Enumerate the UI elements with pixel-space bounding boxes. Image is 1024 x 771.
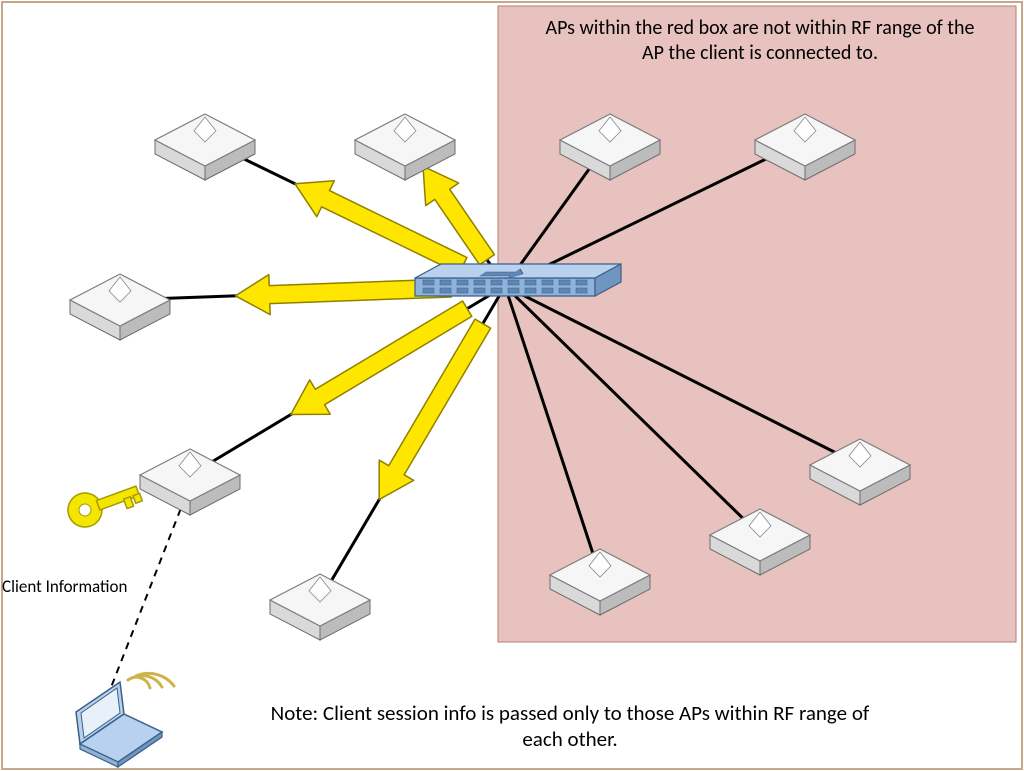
footer-note: Note: Client session info is passed only… bbox=[250, 700, 890, 753]
access-point-icon bbox=[355, 114, 455, 180]
client-info-label: Client Information bbox=[2, 576, 172, 597]
network-switch-icon bbox=[415, 264, 621, 296]
key-icon bbox=[63, 475, 144, 532]
access-point-icon bbox=[270, 574, 370, 640]
red-box-caption: APs within the red box are not within RF… bbox=[540, 16, 980, 66]
laptop-icon bbox=[76, 673, 174, 767]
access-point-icon bbox=[70, 274, 170, 340]
access-point-icon bbox=[140, 449, 240, 515]
access-point-icon bbox=[155, 114, 255, 180]
diagram-canvas bbox=[0, 0, 1024, 771]
